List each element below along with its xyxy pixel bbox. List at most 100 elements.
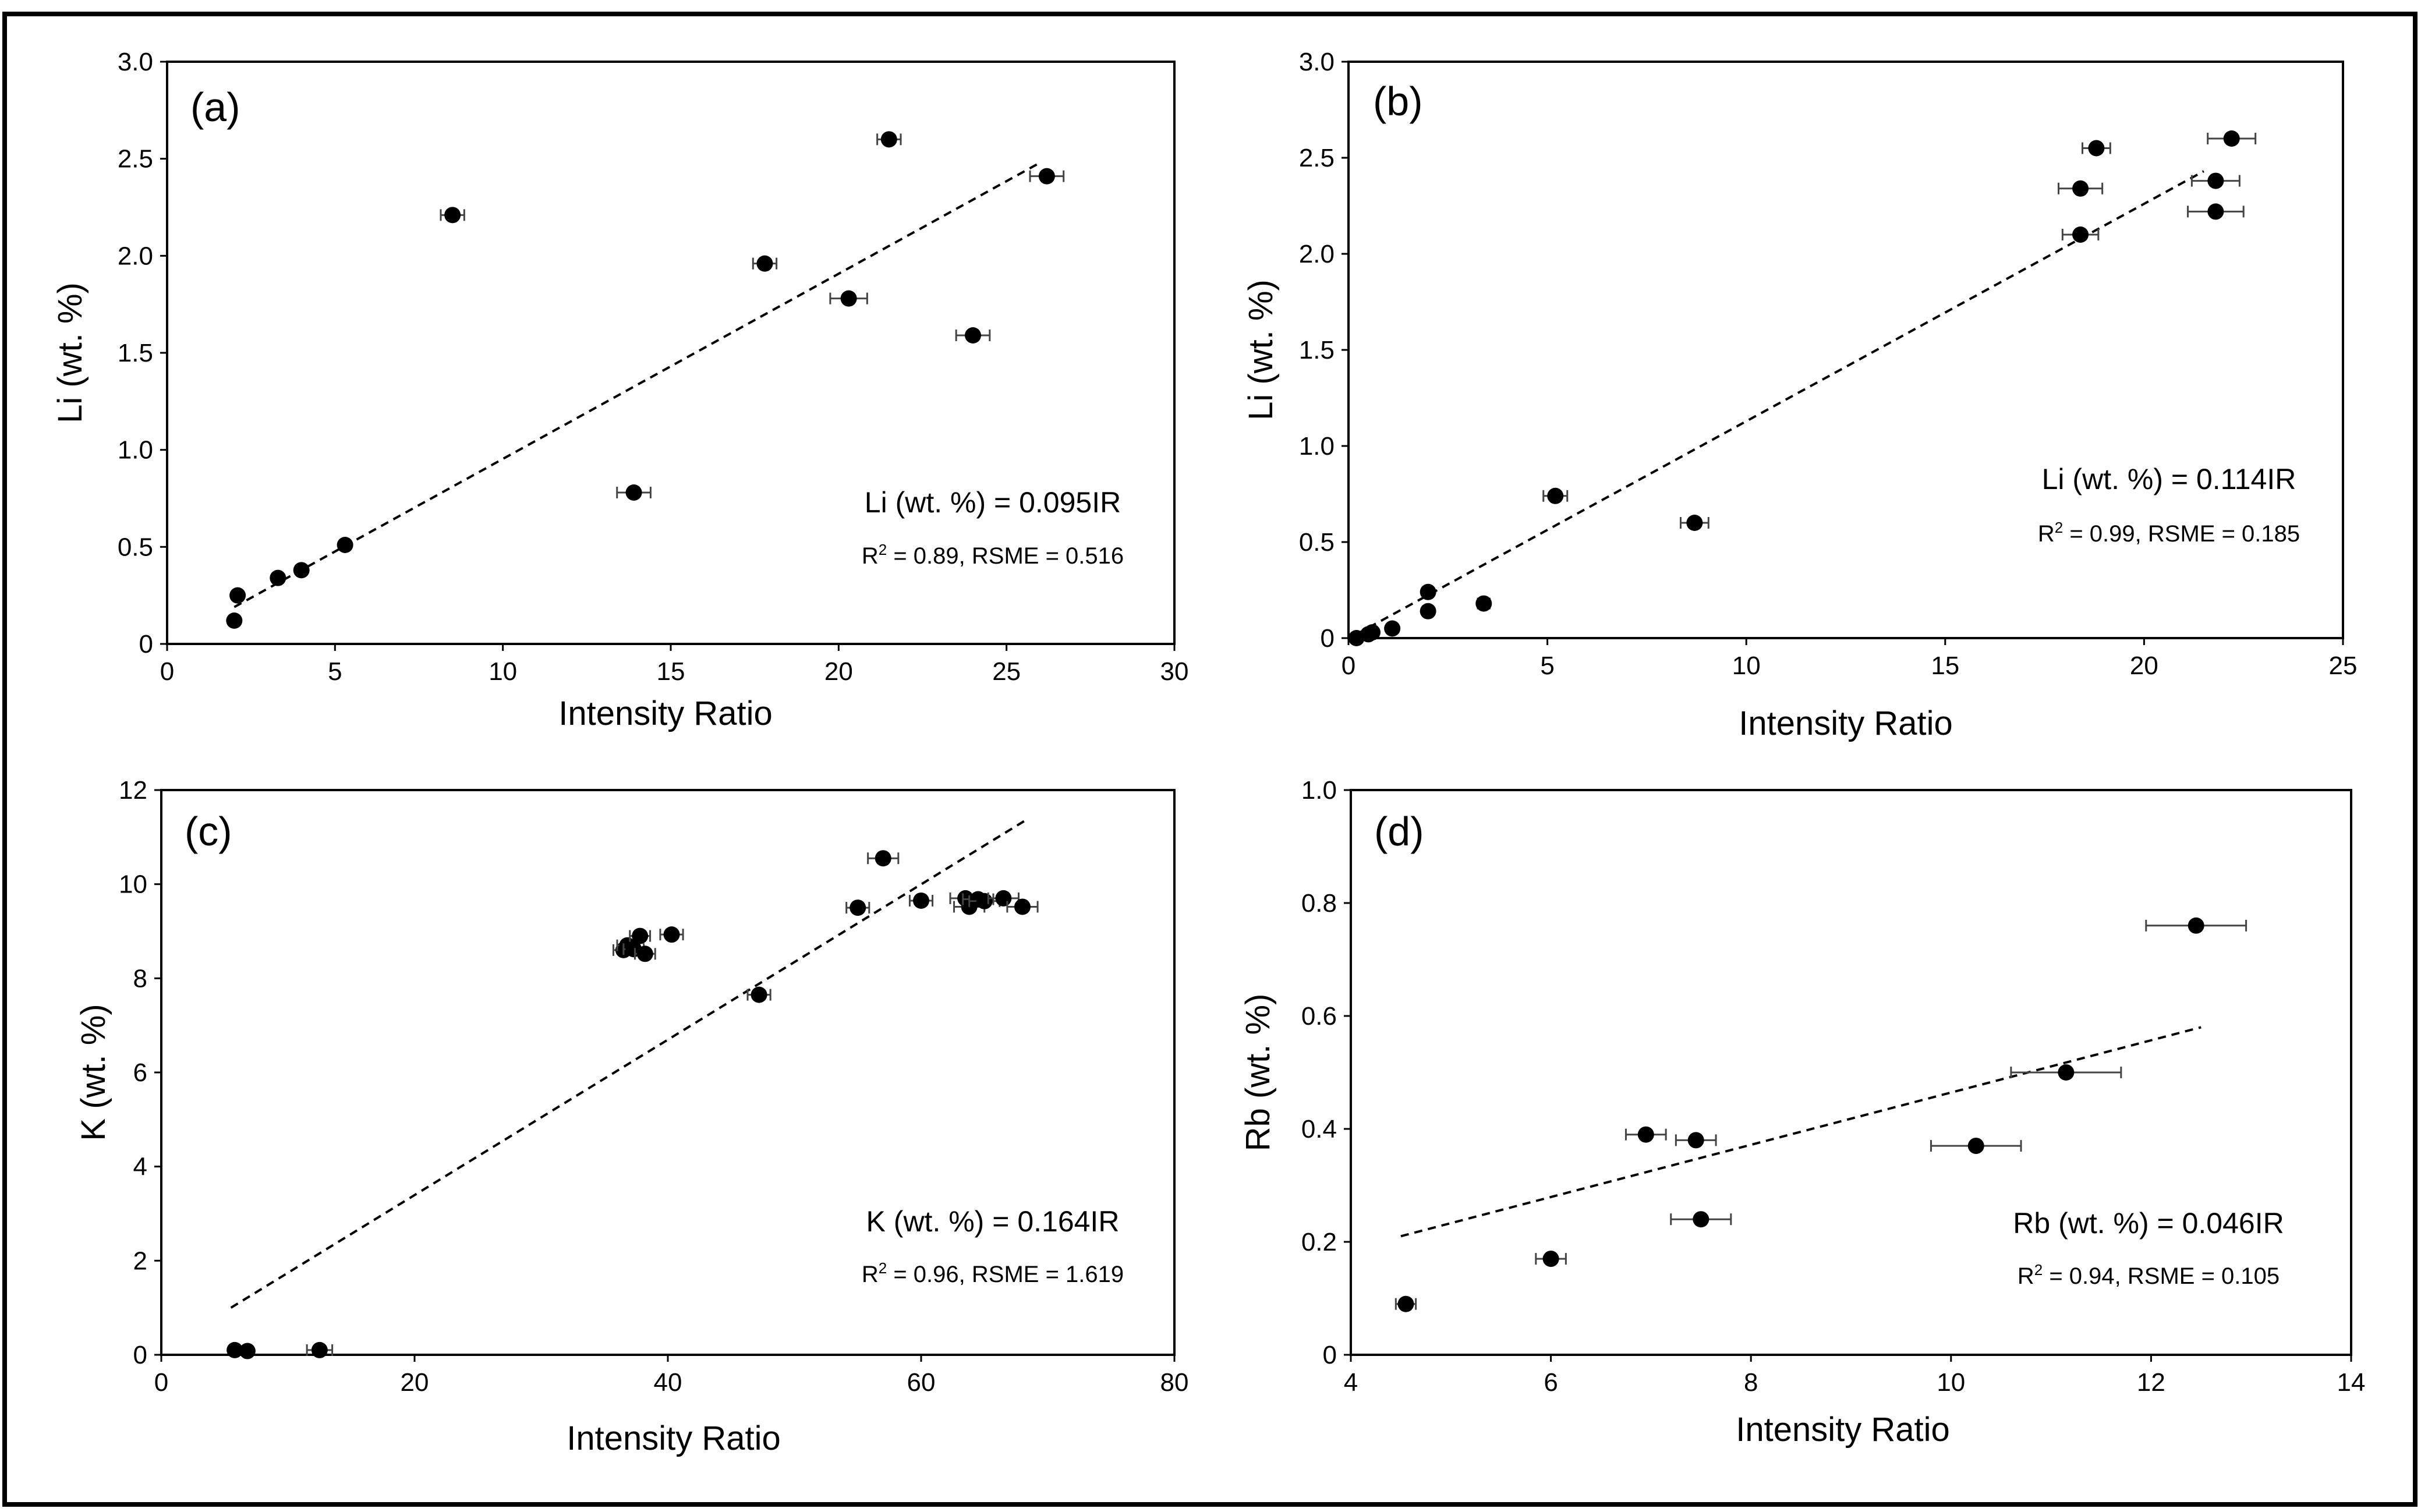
data-point bbox=[1686, 515, 1703, 531]
data-point bbox=[2088, 140, 2105, 157]
x-axis-title: Intensity Ratio bbox=[1736, 1411, 1950, 1449]
panel-b: Li (wt. %) Intensity Ratio (b) Li (wt. %… bbox=[1242, 48, 2357, 742]
regression-stats: R2 = 0.96, RSME = 1.619 bbox=[862, 1259, 1124, 1287]
regression-equation: Li (wt. %) = 0.114IR bbox=[2042, 463, 2296, 495]
data-point bbox=[1693, 1211, 1709, 1228]
x-tick-label: 10 bbox=[1732, 651, 1761, 680]
data-point bbox=[1475, 595, 1492, 612]
data-point bbox=[880, 131, 897, 148]
data-point bbox=[2058, 1064, 2075, 1081]
x-tick-label: 0 bbox=[154, 1368, 168, 1397]
y-tick-label: 8 bbox=[133, 964, 147, 993]
data-point bbox=[995, 890, 1012, 907]
data-point bbox=[2188, 917, 2204, 934]
plot-area bbox=[1350, 789, 2352, 1356]
panel-label: (c) bbox=[185, 809, 232, 854]
y-tick-label: 0.5 bbox=[1299, 528, 1335, 557]
y-tick-label: 0.6 bbox=[1301, 1002, 1337, 1031]
x-tick-label: 15 bbox=[657, 657, 685, 686]
data-point bbox=[2072, 226, 2089, 243]
stats-sup: 2 bbox=[2055, 519, 2063, 536]
y-tick-label: 1.0 bbox=[1299, 432, 1335, 461]
data-point bbox=[293, 562, 310, 579]
regression-equation: Rb (wt. %) = 0.046IR bbox=[2013, 1207, 2284, 1240]
y-tick-label: 1.5 bbox=[1299, 336, 1335, 364]
y-tick-label: 0 bbox=[133, 1341, 147, 1369]
y-tick-label: 0 bbox=[1321, 624, 1335, 653]
data-point bbox=[976, 893, 993, 909]
y-axis-title: Li (wt. %) bbox=[1242, 279, 1280, 420]
y-tick-label: 0.5 bbox=[118, 533, 153, 561]
regression-stats: R2 = 0.94, RSME = 0.105 bbox=[2018, 1261, 2280, 1289]
data-point bbox=[1637, 1126, 1654, 1143]
regression-equation: Li (wt. %) = 0.095IR bbox=[865, 486, 1121, 519]
y-tick-label: 0.8 bbox=[1301, 889, 1337, 918]
y-tick-label: 0.2 bbox=[1301, 1228, 1337, 1256]
trendline bbox=[1400, 1026, 2201, 1238]
x-axis-title: Intensity Ratio bbox=[567, 1419, 781, 1457]
stats-r: R bbox=[2038, 521, 2055, 547]
y-tick-label: 1.0 bbox=[1301, 776, 1337, 805]
x-tick-label: 10 bbox=[489, 657, 517, 686]
x-tick-label: 25 bbox=[992, 657, 1021, 686]
data-point bbox=[1420, 603, 1436, 619]
y-tick-label: 2 bbox=[133, 1247, 147, 1275]
x-axis-title: Intensity Ratio bbox=[558, 695, 773, 732]
y-tick-label: 6 bbox=[133, 1058, 147, 1087]
x-tick-label: 8 bbox=[1744, 1368, 1758, 1397]
data-point bbox=[632, 927, 649, 944]
y-tick-label: 0.4 bbox=[1301, 1115, 1337, 1143]
stats-sup: 2 bbox=[879, 541, 887, 558]
data-point bbox=[2223, 130, 2240, 147]
y-tick-label: 1.5 bbox=[118, 339, 153, 367]
panel-label: (a) bbox=[190, 84, 240, 130]
y-axis-title: Rb (wt. %) bbox=[1239, 994, 1277, 1152]
x-tick-label: 5 bbox=[1540, 651, 1554, 680]
x-axis-title: Intensity Ratio bbox=[1739, 704, 1953, 742]
x-tick-label: 12 bbox=[2137, 1368, 2165, 1397]
data-point bbox=[751, 986, 767, 1003]
y-tick-label: 3.0 bbox=[1299, 48, 1335, 76]
x-tick-label: 20 bbox=[824, 657, 853, 686]
data-point bbox=[756, 255, 773, 272]
panel-label: (d) bbox=[1374, 809, 1424, 854]
regression-stats: R2 = 0.99, RSME = 0.185 bbox=[2038, 519, 2300, 547]
stats-r: R bbox=[862, 543, 879, 569]
y-tick-label: 2.5 bbox=[118, 145, 153, 173]
data-point bbox=[226, 1341, 243, 1358]
y-tick-label: 2.0 bbox=[1299, 240, 1335, 268]
data-point bbox=[2207, 172, 2224, 189]
x-tick-label: 10 bbox=[1937, 1368, 1965, 1397]
y-tick-label: 4 bbox=[133, 1153, 147, 1181]
data-point bbox=[850, 900, 866, 916]
data-point bbox=[1038, 168, 1055, 185]
stats-sup: 2 bbox=[879, 1259, 887, 1277]
x-tick-label: 14 bbox=[2337, 1368, 2366, 1397]
stats-rest: = 0.96, RSME = 1.619 bbox=[887, 1262, 1124, 1287]
x-tick-label: 4 bbox=[1344, 1368, 1358, 1397]
data-point bbox=[636, 946, 653, 962]
panel-a: Li (wt. %) Intensity Ratio (a) Li (wt. %… bbox=[51, 48, 1188, 732]
y-axis-title: K (wt. %) bbox=[75, 1004, 112, 1141]
stats-rest: = 0.94, RSME = 0.105 bbox=[2043, 1263, 2280, 1289]
data-point bbox=[1687, 1132, 1704, 1149]
data-point bbox=[1420, 583, 1436, 600]
data-point bbox=[1547, 487, 1564, 504]
y-tick-label: 0 bbox=[139, 630, 153, 658]
x-tick-label: 25 bbox=[2329, 651, 2358, 680]
x-tick-label: 60 bbox=[907, 1368, 936, 1397]
data-point bbox=[226, 612, 243, 629]
stats-rest: = 0.89, RSME = 0.516 bbox=[887, 543, 1124, 569]
data-point bbox=[1542, 1251, 1559, 1267]
panel-label: (b) bbox=[1373, 79, 1423, 124]
trendline bbox=[233, 161, 1041, 608]
y-tick-label: 1.0 bbox=[118, 436, 153, 465]
x-tick-label: 40 bbox=[654, 1368, 682, 1397]
x-tick-label: 80 bbox=[1160, 1368, 1189, 1397]
x-tick-label: 30 bbox=[1160, 657, 1189, 686]
x-tick-label: 20 bbox=[2130, 651, 2158, 680]
data-point bbox=[875, 850, 891, 867]
data-point bbox=[1967, 1138, 1984, 1155]
data-point bbox=[913, 892, 929, 909]
